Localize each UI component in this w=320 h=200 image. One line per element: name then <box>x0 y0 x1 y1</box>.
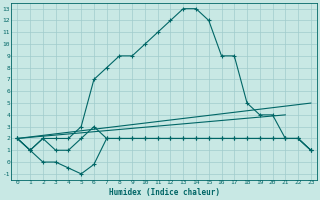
X-axis label: Humidex (Indice chaleur): Humidex (Indice chaleur) <box>108 188 220 197</box>
